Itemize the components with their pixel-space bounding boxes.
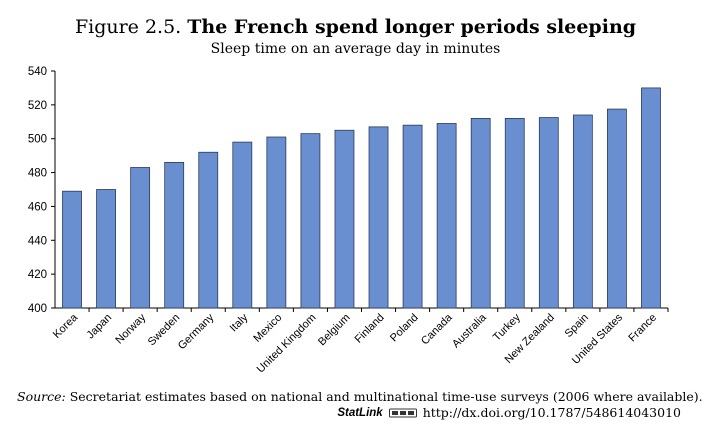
bar-belgium <box>334 129 355 309</box>
bar-chart: 400 420 440 460 480 500 520 540 Korea Japan Norway… <box>28 66 669 376</box>
bar-australia <box>470 118 491 309</box>
bar-germany <box>198 151 219 309</box>
figure-subtitle: Sleep time on an average day in minutes <box>210 41 501 57</box>
x-tick-label: Italy <box>228 311 251 334</box>
bar-italy <box>232 141 253 309</box>
x-tick-label: Australia <box>450 311 489 350</box>
bar-canada <box>436 123 457 309</box>
bar-sweden <box>164 162 185 309</box>
x-tick-label: France <box>626 312 659 345</box>
y-tick-label: 480 <box>28 168 47 180</box>
bar-spain <box>572 114 593 309</box>
x-tick-label: Norway <box>113 311 148 346</box>
x-tick-label: United Kingdom <box>255 312 319 376</box>
statlink-brand: StatLink <box>337 406 383 419</box>
bar-finland <box>368 126 389 309</box>
statlink: StatLink http://dx.doi.org/10.1787/54861… <box>337 405 681 420</box>
bar-united-kingdom <box>300 133 321 309</box>
bar-poland <box>402 124 423 309</box>
bar-korea <box>62 190 82 309</box>
source-text: Secretariat estimates based on national … <box>69 389 703 404</box>
statlink-url[interactable]: http://dx.doi.org/10.1787/548614043010 <box>422 405 681 420</box>
source-note: Source: Secretariat estimates based on n… <box>17 389 703 404</box>
x-tick-label: Belgium <box>316 312 353 349</box>
y-tick-label: 460 <box>28 201 47 213</box>
statlink-logo-icon <box>388 408 417 417</box>
source-label: Source: <box>17 389 66 404</box>
bar-united-states <box>607 108 627 309</box>
bar-mexico <box>266 136 287 309</box>
x-tick-label: Mexico <box>251 312 284 345</box>
bar-france <box>641 87 661 309</box>
figure-number: Figure 2.5. <box>74 16 182 38</box>
x-tick-label: Korea <box>51 311 81 341</box>
x-tick-label: Finland <box>353 312 387 346</box>
x-tick-label: Spain <box>563 312 591 340</box>
x-tick-label: Turkey <box>491 311 523 343</box>
y-tick-label: 440 <box>28 235 47 247</box>
y-tick-label: 400 <box>28 303 47 315</box>
x-tick-label: Poland <box>388 312 421 345</box>
x-tick-label: Germany <box>176 311 217 352</box>
x-tick-label: Japan <box>85 312 115 342</box>
y-tick-label: 420 <box>28 269 47 281</box>
bar-norway <box>130 167 151 309</box>
bar-turkey <box>504 118 525 309</box>
y-tick-label: 500 <box>28 134 47 146</box>
bar-new-zealand <box>538 117 559 309</box>
figure-title-text: The French spend longer periods sleeping <box>187 16 637 38</box>
y-tick-label: 540 <box>28 66 47 78</box>
bar-japan <box>96 189 116 309</box>
figure-title: Figure 2.5. The French spend longer peri… <box>0 16 711 38</box>
y-tick-label: 520 <box>28 100 47 112</box>
